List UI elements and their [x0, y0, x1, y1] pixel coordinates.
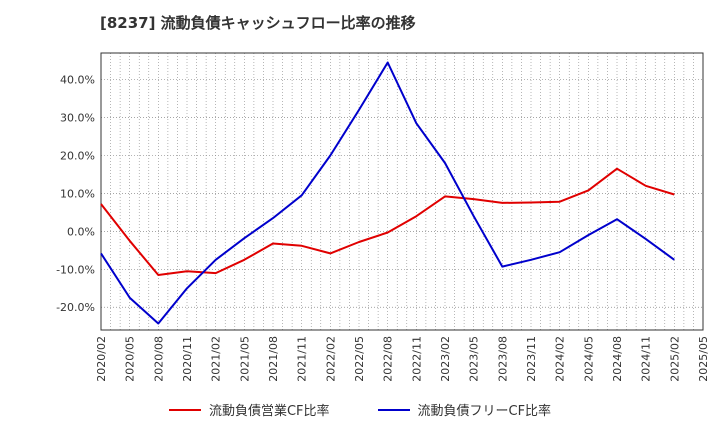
legend-swatch-operating-cf [168, 408, 201, 411]
x-tick-label: 2024/08 [611, 336, 624, 382]
x-tick-label: 2024/11 [640, 336, 653, 382]
x-tick-label: 2023/08 [496, 336, 509, 382]
y-tick-label: 20.0% [60, 149, 95, 162]
x-tick-label: 2020/08 [152, 336, 165, 382]
legend-item-free-cf: 流動負債フリーCF比率 [377, 400, 552, 419]
x-tick-label: 2023/11 [525, 336, 538, 382]
x-tick-label: 2021/02 [210, 336, 223, 382]
series-line-operating-cf [100, 167, 675, 276]
x-tick-label: 2022/11 [410, 336, 423, 382]
y-tick-label: 0.0% [67, 225, 95, 238]
legend-label-operating-cf: 流動負債営業CF比率 [208, 404, 330, 419]
y-tick-label: -10.0% [56, 263, 95, 276]
series-line-free-cf [100, 61, 675, 325]
x-tick-label: 2022/02 [324, 336, 337, 382]
x-tick-label: 2023/05 [468, 336, 481, 382]
x-tick-label: 2020/05 [124, 336, 137, 382]
x-tick-label: 2020/11 [181, 336, 194, 382]
x-tick-label: 2021/11 [296, 336, 309, 382]
x-tick-label: 2025/02 [668, 336, 681, 382]
chart-title: [8237] 流動負債キャッシュフロー比率の推移 [100, 14, 416, 32]
x-tick-label: 2023/02 [439, 336, 452, 382]
y-tick-label: -20.0% [56, 301, 95, 314]
y-tick-label: 30.0% [60, 112, 95, 125]
legend-swatch-free-cf [377, 408, 410, 411]
x-tick-label: 2020/02 [95, 336, 108, 382]
y-tick-label: 10.0% [60, 187, 95, 200]
plot-area [101, 53, 703, 330]
plot-frame [100, 52, 704, 331]
x-tick-label: 2021/08 [267, 336, 280, 382]
legend-item-operating-cf: 流動負債営業CF比率 [168, 400, 330, 419]
x-tick-label: 2024/05 [582, 336, 595, 382]
legend: 流動負債営業CF比率 流動負債フリーCF比率 [0, 400, 720, 419]
x-tick-label: 2021/05 [238, 336, 251, 382]
y-tick-label: 40.0% [60, 74, 95, 87]
x-tick-label: 2022/08 [382, 336, 395, 382]
x-tick-label: 2025/05 [697, 336, 710, 382]
x-tick-label: 2024/02 [554, 336, 567, 382]
legend-label-free-cf: 流動負債フリーCF比率 [417, 404, 552, 419]
x-tick-label: 2022/05 [353, 336, 366, 382]
